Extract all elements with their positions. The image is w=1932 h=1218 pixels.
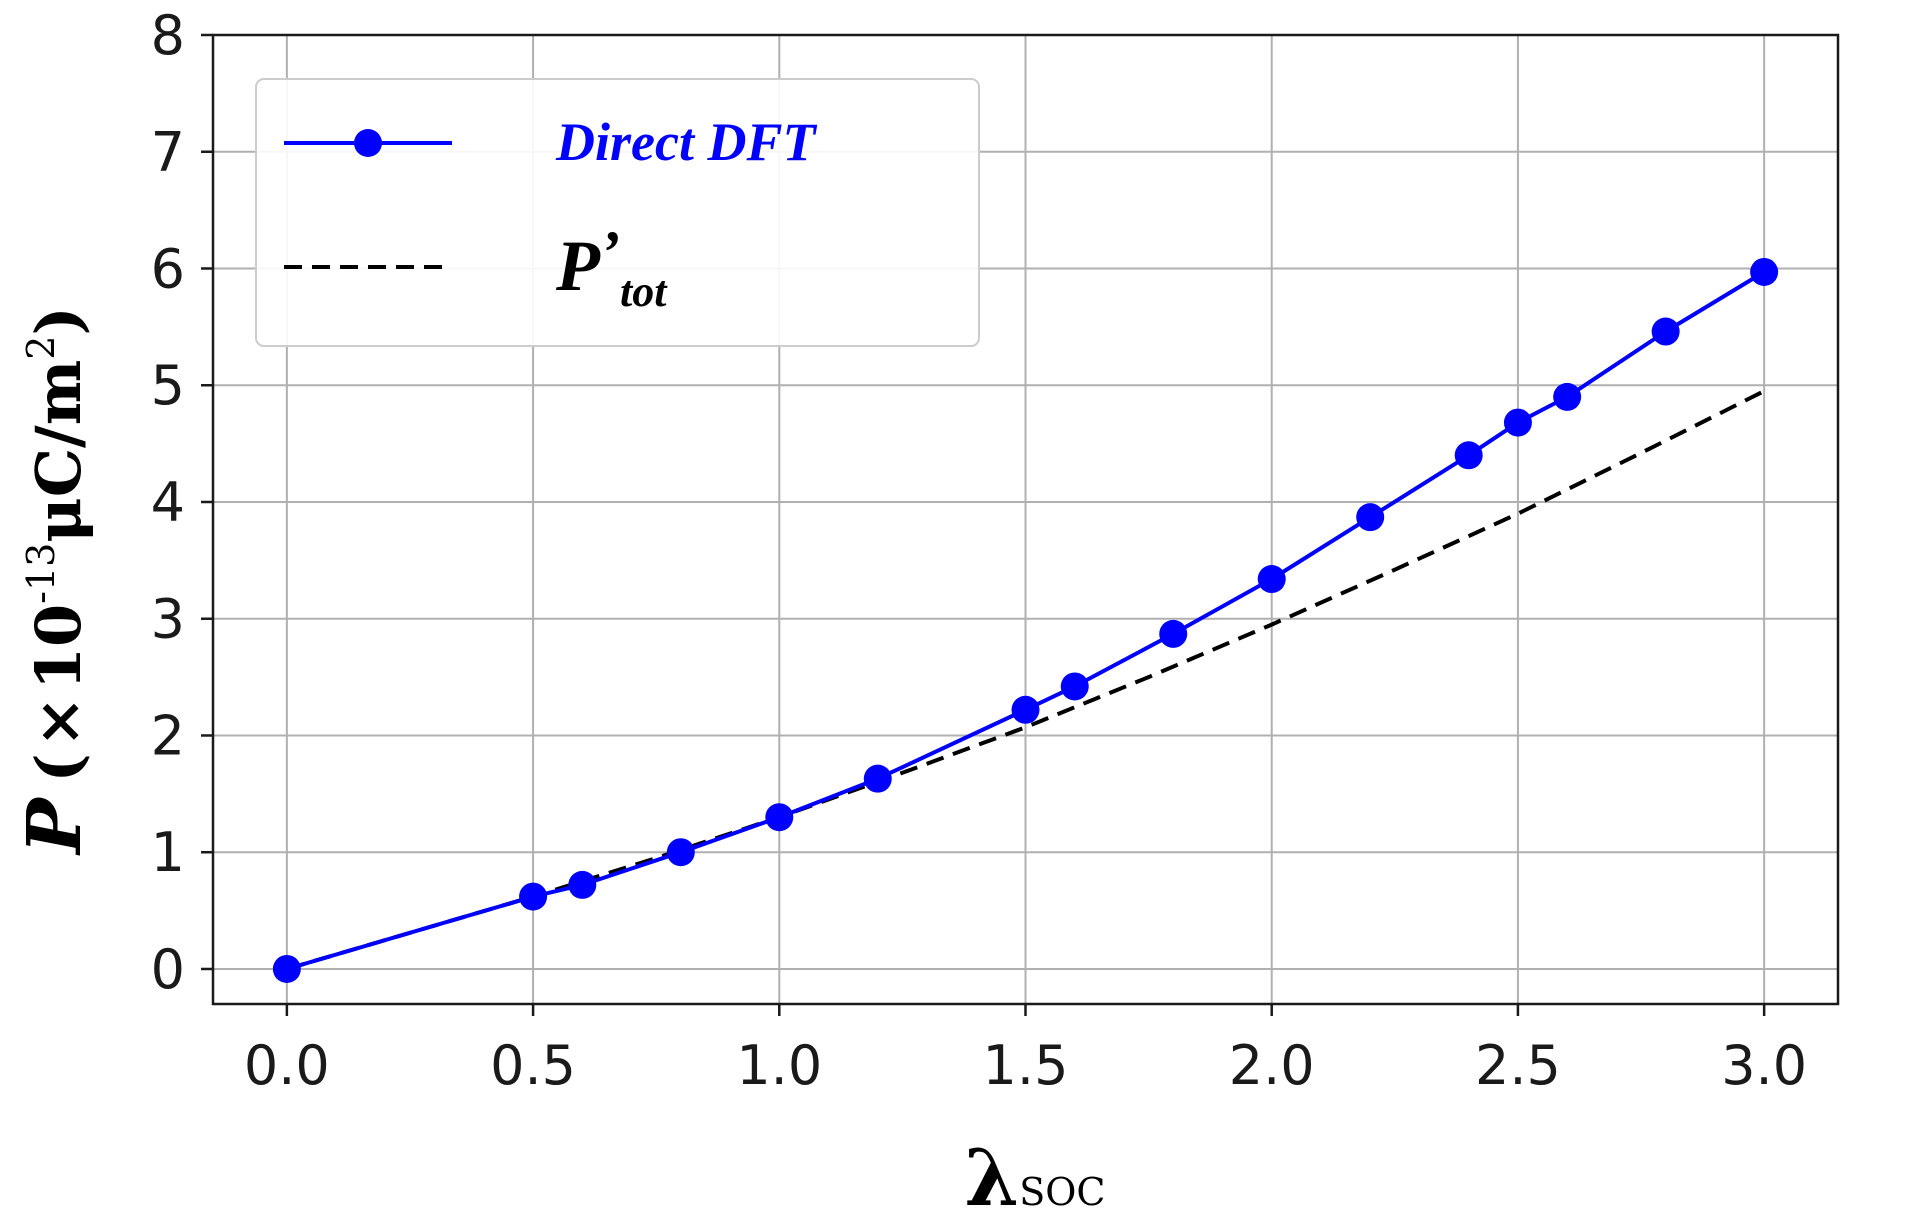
legend-label-p-tot-sub: tot [620,267,668,316]
x-tick-label: 1.0 [736,1034,822,1097]
data-point-direct-dft [1159,619,1188,648]
y-axis-label-base: 10 [22,604,95,690]
legend-entry-direct-dft: Direct DFT [284,112,817,172]
legend-label-p-tot-main: P [555,226,601,306]
y-axis-label-times: × [22,696,95,748]
y-tick-label: 6 [151,237,185,300]
x-tick-label: 1.5 [983,1034,1069,1097]
y-axis-label: P ( × 10-13μC/m2) [12,306,98,856]
y-tick-label: 3 [151,588,185,651]
series-line-direct-dft [286,270,1766,971]
legend-box [255,78,980,347]
x-axis-label-sub: SOC [1019,1170,1105,1214]
data-point-direct-dft [1651,317,1680,346]
x-tick-label: 0.0 [244,1034,330,1097]
legend-marker-direct-dft [354,129,382,157]
data-point-direct-dft [765,803,794,832]
data-point-direct-dft [568,870,597,899]
legend-label-p-tot: P’tot [555,219,668,316]
data-point-direct-dft [1257,565,1286,594]
y-axis-label-var: P [12,796,98,856]
x-tick-label: 2.5 [1475,1034,1561,1097]
y-axis-label-exp: -13 [19,543,63,604]
x-tick-label: 0.5 [490,1034,576,1097]
y-tick-label: 4 [151,471,185,534]
legend-label-p-tot-prime: ’ [600,219,620,285]
y-tick-label: 8 [151,4,185,67]
y-axis-label-open: ( [22,753,95,782]
data-point-direct-dft [666,838,695,867]
data-point-direct-dft [1503,408,1532,437]
series-layer [272,257,1779,983]
x-axis-label: λSOC [965,1133,1106,1218]
x-axis-ticks: 0.0 0.5 1.0 1.5 2.0 2.5 3.0 [244,1004,1807,1097]
series-0 [272,257,1779,983]
y-axis-label-unit-exp: 2 [19,336,63,360]
y-tick-label: 7 [151,121,185,184]
legend-entry-p-tot: P’tot [284,219,668,316]
y-axis-label-close: ) [22,306,95,335]
data-point-direct-dft [863,764,892,793]
data-point-direct-dft [519,882,548,911]
data-point-direct-dft [1750,257,1779,286]
y-axis-label-unit: μC/m [22,360,95,543]
legend: Direct DFT P’tot [255,78,980,347]
data-point-direct-dft [1553,382,1582,411]
y-tick-label: 0 [151,938,185,1001]
legend-label-direct-dft: Direct DFT [555,112,817,172]
data-point-direct-dft [1060,672,1089,701]
y-tick-label: 2 [151,704,185,767]
x-tick-label: 2.0 [1229,1034,1315,1097]
x-tick-label: 3.0 [1721,1034,1807,1097]
data-point-direct-dft [1356,503,1385,532]
data-point-direct-dft [272,954,301,983]
y-tick-label: 5 [151,354,185,417]
y-tick-label: 1 [151,821,185,884]
x-axis-label-main: λ [965,1133,1020,1218]
data-point-direct-dft [1011,695,1040,724]
y-axis-ticks: 0 1 2 3 4 5 6 7 8 [151,4,213,1001]
data-point-direct-dft [1454,441,1483,470]
